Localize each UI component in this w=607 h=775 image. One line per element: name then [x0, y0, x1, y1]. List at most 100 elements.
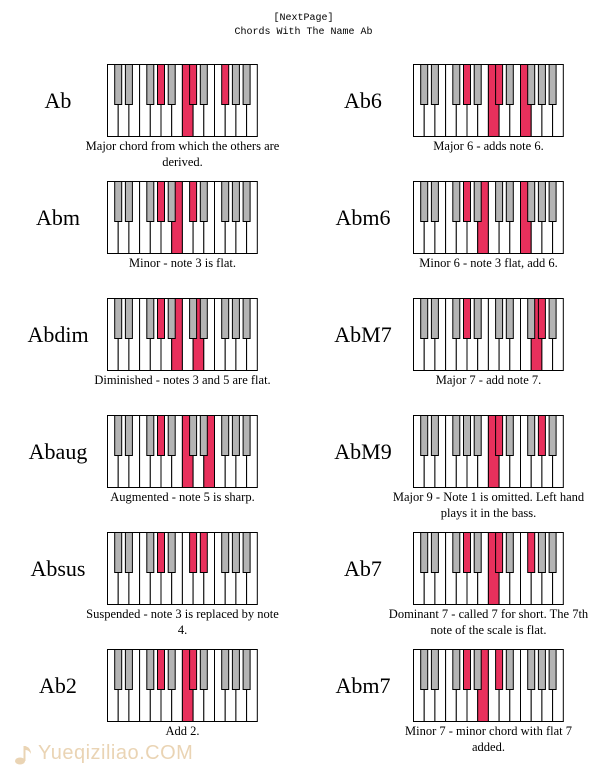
chord-caption: Minor - note 3 is flat.: [129, 256, 236, 270]
chord-caption: Diminished - notes 3 and 5 are flat.: [94, 373, 271, 387]
black-key-pressed: [157, 64, 165, 105]
black-key: [463, 415, 471, 456]
black-key: [199, 64, 208, 105]
piano-keyboard: [413, 415, 564, 488]
chord-abaug: Abaug Augmented - note 5 is sharp.: [0, 415, 303, 532]
black-key: [231, 415, 240, 456]
chord-ab7: Ab7 Dominant 7 - called 7 for short. The …: [303, 532, 606, 649]
black-key: [199, 649, 208, 690]
chord-name: Ab7: [344, 556, 382, 581]
piano-keyboard: [107, 181, 258, 254]
piano-keyboard: [413, 298, 564, 371]
black-key: [527, 181, 536, 222]
black-key: [146, 532, 155, 573]
black-key: [114, 64, 123, 105]
black-key: [548, 532, 557, 573]
black-key: [114, 415, 123, 456]
black-key: [231, 298, 240, 339]
black-key: [242, 649, 251, 690]
black-key: [199, 298, 208, 339]
chord-ab6: Ab6 Major 6 - adds note 6.: [303, 64, 606, 181]
black-key: [430, 532, 439, 573]
black-key: [473, 415, 482, 456]
piano-keyboard: [107, 64, 258, 137]
black-key: [124, 64, 133, 105]
black-key: [242, 415, 251, 456]
black-key: [124, 649, 133, 690]
black-key: [548, 64, 557, 105]
black-key: [452, 298, 461, 339]
piano-keyboard: [107, 415, 258, 488]
black-key: [231, 532, 240, 573]
piano-keyboard: [413, 649, 564, 722]
black-key: [420, 415, 429, 456]
black-key-pressed: [527, 532, 536, 573]
black-key-pressed: [157, 649, 165, 690]
black-key: [221, 298, 230, 339]
black-key: [189, 415, 198, 456]
black-key: [221, 181, 230, 222]
chord-name: Ab6: [344, 88, 382, 113]
chord-name: AbM7: [334, 322, 392, 347]
black-key: [242, 64, 251, 105]
piano-keyboard: [413, 532, 564, 605]
next-page-link[interactable]: [NextPage]: [273, 13, 334, 24]
black-key: [242, 298, 251, 339]
black-key: [420, 649, 429, 690]
black-key: [124, 415, 133, 456]
black-key: [537, 649, 546, 690]
chord-caption: Minor 7 - minor chord with flat 7 added.: [405, 724, 572, 754]
black-key-pressed: [463, 181, 471, 222]
black-key-pressed: [463, 649, 471, 690]
black-key: [548, 649, 557, 690]
black-key: [124, 181, 133, 222]
black-key: [167, 532, 176, 573]
chord-caption: Dominant 7 - called 7 for short. The 7th…: [388, 607, 589, 637]
black-key: [146, 415, 155, 456]
black-key: [430, 649, 439, 690]
black-key-pressed: [463, 64, 471, 105]
chord-caption: Augmented - note 5 is sharp.: [110, 490, 255, 504]
black-key: [495, 181, 504, 222]
black-key: [473, 532, 482, 573]
chord-name: AbM9: [334, 439, 392, 464]
black-key: [505, 532, 514, 573]
chord-abm9: AbM9 Major 9 - Note 1 is omitted. Left ha…: [303, 415, 606, 532]
black-key: [189, 298, 198, 339]
black-key-pressed: [189, 181, 198, 222]
black-key: [114, 298, 123, 339]
black-key-pressed: [537, 298, 546, 339]
black-key: [537, 64, 546, 105]
chord-abdim: Abdim Diminished - notes 3 and 5 are flat…: [0, 298, 303, 415]
chord-name: Abm6: [335, 205, 391, 230]
black-key: [430, 181, 439, 222]
black-key-pressed: [495, 415, 504, 456]
black-key: [537, 181, 546, 222]
chord-name: Ab: [44, 88, 72, 113]
black-key: [473, 298, 482, 339]
chord-name: Abaug: [28, 439, 88, 464]
black-key: [231, 649, 240, 690]
black-key: [221, 532, 230, 573]
black-key: [231, 64, 240, 105]
black-key: [527, 298, 536, 339]
black-key: [167, 64, 176, 105]
black-key: [548, 181, 557, 222]
black-key: [537, 532, 546, 573]
black-key: [124, 532, 133, 573]
chord-abm7: AbM7 Major 7 - add note 7.: [303, 298, 606, 415]
page-title: Chords With The Name Ab: [234, 27, 373, 38]
black-key-pressed: [157, 181, 165, 222]
black-key: [167, 649, 176, 690]
chord-name: Abm: [36, 205, 80, 230]
black-key: [548, 415, 557, 456]
black-key: [473, 64, 482, 105]
black-key: [167, 298, 176, 339]
black-key: [231, 181, 240, 222]
black-key: [452, 181, 461, 222]
chord-caption: Major 7 - add note 7.: [435, 373, 542, 387]
black-key-pressed: [537, 415, 546, 456]
black-key: [527, 649, 536, 690]
piano-keyboard: [107, 532, 258, 605]
black-key: [505, 64, 514, 105]
